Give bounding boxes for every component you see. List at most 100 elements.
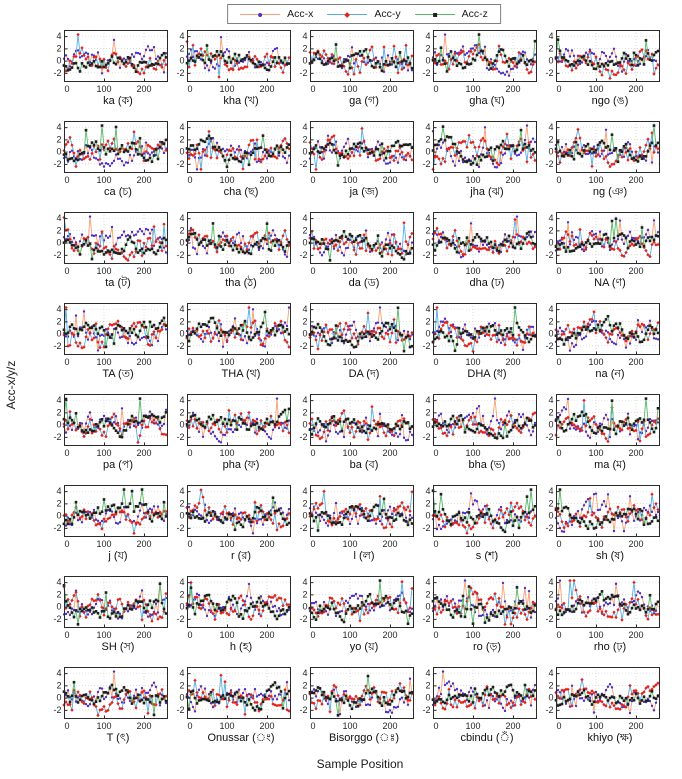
subplot-cell: s (শ) bbox=[417, 483, 540, 563]
subplot-plot-canvas bbox=[540, 574, 663, 640]
subplot-cell: j (য) bbox=[48, 483, 171, 563]
subplot-cell: bha (ভ) bbox=[417, 392, 540, 472]
subplot-cell: cha (ছ) bbox=[171, 119, 294, 199]
subplot-cell: na (ন) bbox=[540, 301, 663, 381]
subplot-plot-canvas bbox=[48, 210, 171, 276]
subplot-plot-canvas bbox=[171, 28, 294, 94]
subplot-plot-canvas bbox=[48, 665, 171, 731]
legend-entry-acc-x: Acc-x bbox=[240, 8, 313, 20]
subplot-plot-canvas bbox=[417, 665, 540, 731]
subplot-label: j (য) bbox=[108, 550, 128, 562]
subplot-cell: r (র) bbox=[171, 483, 294, 563]
subplot-plot-canvas bbox=[540, 28, 663, 94]
subplot-label: Onussar (ং) bbox=[207, 732, 275, 744]
subplot-label: ta (ট) bbox=[105, 277, 131, 289]
legend-label: Acc-y bbox=[374, 8, 401, 20]
subplot-cell: l (ল) bbox=[294, 483, 417, 563]
acc-y-line-sample-icon bbox=[327, 11, 368, 18]
subplot-plot-canvas bbox=[48, 483, 171, 549]
acc-y-marker-icon bbox=[344, 11, 351, 18]
subplot-cell: khiyo (ক্ষ) bbox=[540, 665, 663, 745]
subplot-label: s (শ) bbox=[475, 550, 499, 562]
subplot-plot-canvas bbox=[48, 574, 171, 640]
subplot-label: ba (ব) bbox=[349, 459, 379, 471]
subplot-label: tha (ঠ) bbox=[225, 277, 257, 289]
acc-x-line-sample-icon bbox=[240, 12, 281, 17]
subplot-plot-canvas bbox=[294, 392, 417, 458]
subplot-cell: pa (প) bbox=[48, 392, 171, 472]
subplot-cell: Onussar (ং) bbox=[171, 665, 294, 745]
subplot-cell: ro (ড়) bbox=[417, 574, 540, 654]
subplot-label: ga (গ) bbox=[349, 95, 379, 107]
subplot-cell: da (ড) bbox=[294, 210, 417, 290]
subplot-cell: T (ৎ) bbox=[48, 665, 171, 745]
subplot-plot-canvas bbox=[171, 392, 294, 458]
acc-z-marker-icon bbox=[432, 12, 437, 17]
subplot-plot-canvas bbox=[171, 574, 294, 640]
subplot-label: cha (ছ) bbox=[223, 186, 259, 198]
legend: Acc-x Acc-y Acc-z bbox=[227, 4, 501, 24]
subplot-cell: rho (ঢ়) bbox=[540, 574, 663, 654]
subplot-label: ng (ঞ) bbox=[592, 186, 628, 198]
subplot-label: ca (চ) bbox=[104, 186, 132, 198]
subplot-plot-canvas bbox=[417, 28, 540, 94]
legend-label: Acc-x bbox=[287, 8, 314, 20]
subplot-plot-canvas bbox=[171, 210, 294, 276]
subplot-plot-canvas bbox=[171, 665, 294, 731]
subplot-cell: THA (থ) bbox=[171, 301, 294, 381]
subplot-plot-canvas bbox=[294, 210, 417, 276]
subplot-plot-canvas bbox=[417, 483, 540, 549]
subplot-cell: jha (ঝ) bbox=[417, 119, 540, 199]
subplot-plot-canvas bbox=[540, 483, 663, 549]
subplot-label: khiyo (ক্ষ) bbox=[587, 732, 633, 744]
subplot-cell: ba (ব) bbox=[294, 392, 417, 472]
subplot-label: da (ড) bbox=[348, 277, 380, 289]
subplot-label: yo (য়) bbox=[349, 641, 379, 653]
subplot-label: Bisorggo (ঃ) bbox=[329, 732, 399, 744]
subplot-cell: SH (স) bbox=[48, 574, 171, 654]
subplot-label: pa (প) bbox=[102, 459, 134, 471]
subplot-label: ngo (ঙ) bbox=[591, 95, 629, 107]
subplot-label: h (হ) bbox=[229, 641, 253, 653]
subplot-plot-canvas bbox=[294, 301, 417, 367]
legend-label: Acc-z bbox=[461, 8, 488, 20]
subplot-plot-canvas bbox=[540, 392, 663, 458]
subplot-label: l (ল) bbox=[353, 550, 375, 562]
subplot-cell: ngo (ঙ) bbox=[540, 28, 663, 108]
subplot-cell: tha (ঠ) bbox=[171, 210, 294, 290]
subplot-cell: ca (চ) bbox=[48, 119, 171, 199]
subplot-plot-canvas bbox=[294, 119, 417, 185]
subplot-plot-canvas bbox=[48, 119, 171, 185]
subplot-plot-canvas bbox=[171, 119, 294, 185]
subplot-cell: dha (ঢ) bbox=[417, 210, 540, 290]
subplot-plot-canvas bbox=[417, 119, 540, 185]
acc-z-line-sample-icon bbox=[414, 12, 455, 17]
subplot-label: TA (ত) bbox=[102, 368, 134, 380]
subplot-label: r (র) bbox=[230, 550, 252, 562]
subplot-cell: gha (ঘ) bbox=[417, 28, 540, 108]
subplot-plot-canvas bbox=[540, 210, 663, 276]
subplot-cell: ga (গ) bbox=[294, 28, 417, 108]
subplot-label: dha (ঢ) bbox=[469, 277, 505, 289]
legend-entry-acc-z: Acc-z bbox=[414, 8, 488, 20]
subplot-cell: ja (জ) bbox=[294, 119, 417, 199]
subplot-label: cbindu (ঁ) bbox=[460, 732, 514, 744]
subplot-cell: yo (য়) bbox=[294, 574, 417, 654]
subplot-plot-canvas bbox=[540, 665, 663, 731]
subplot-cell: ng (ঞ) bbox=[540, 119, 663, 199]
subplot-cell: TA (ত) bbox=[48, 301, 171, 381]
subplot-cell: ka (ক) bbox=[48, 28, 171, 108]
subplot-label: DHA (ধ) bbox=[467, 368, 507, 380]
subplot-label: pha (ফ) bbox=[222, 459, 260, 471]
subplot-label: bha (ভ) bbox=[468, 459, 506, 471]
subplot-cell: DHA (ধ) bbox=[417, 301, 540, 381]
subplot-plot-canvas bbox=[417, 210, 540, 276]
subplot-plot-canvas bbox=[417, 574, 540, 640]
subplot-label: NA (ণ) bbox=[594, 277, 626, 289]
subplot-label: T (ৎ) bbox=[106, 732, 130, 744]
subplot-label: THA (থ) bbox=[221, 368, 261, 380]
subplot-grid: ka (ক) kha (খ) ga (গ) gha (ঘ) ngo (ঙ) ca (চ) c… bbox=[48, 28, 663, 745]
subplot-cell: pha (ফ) bbox=[171, 392, 294, 472]
subplot-label: rho (ঢ়) bbox=[593, 641, 627, 653]
